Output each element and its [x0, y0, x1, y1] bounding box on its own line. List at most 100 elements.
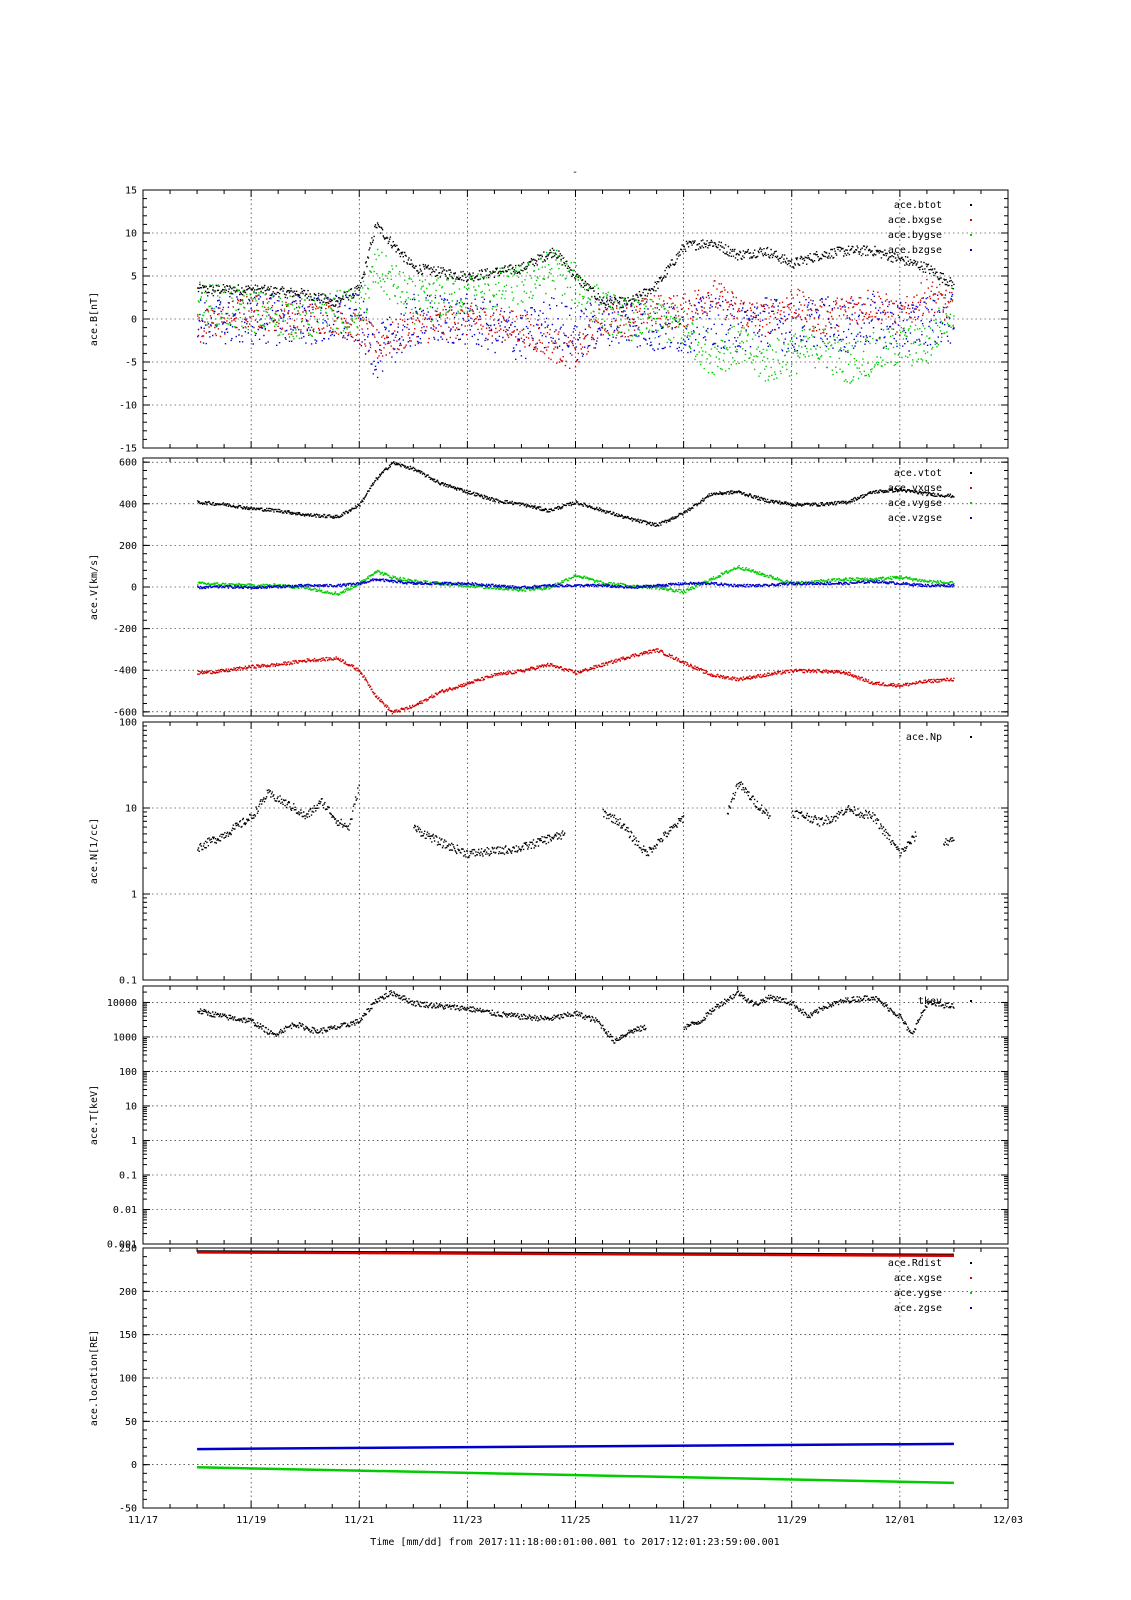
legend-label: ace.vzgse: [888, 513, 942, 524]
x-tick-label: 11/27: [669, 1515, 699, 1526]
y-tick-label: -50: [119, 1504, 137, 1515]
y-tick-label: 0.01: [113, 1205, 137, 1216]
y-tick-label: 100: [119, 1374, 137, 1385]
x-tick-label: 11/17: [128, 1515, 158, 1526]
series-line: [197, 1442, 954, 1451]
panel-frame: [142, 189, 1009, 449]
y-tick-label: 100: [119, 718, 137, 729]
y-tick-label: 0.1: [119, 1170, 137, 1181]
y-axis-label: ace.B[nT]: [89, 292, 100, 346]
y-tick-label: 0.1: [119, 976, 137, 987]
y-tick-label: 250: [119, 1244, 137, 1255]
legend-marker: [970, 517, 972, 519]
series-ace.xgse: [197, 1251, 954, 1258]
y-tick-label: -200: [113, 624, 137, 635]
y-tick-label: -600: [113, 707, 137, 718]
legend-marker: [970, 472, 972, 474]
x-tick-label: 11/19: [236, 1515, 266, 1526]
series-ace.vxgse: [197, 648, 955, 715]
legend-label: ace.vygse: [888, 498, 942, 509]
series-ace.vtot: [197, 461, 955, 527]
y-tick-label: 200: [119, 541, 137, 552]
legend-marker: [970, 1000, 972, 1002]
y-tick-label: 150: [119, 1330, 137, 1341]
panel-4: 10000 1000 100 10 1 0.1 0.01 0.001 ace.T[keV] tke…: [89, 985, 1009, 1251]
panel-frame: [142, 457, 1009, 717]
panel-frame: [142, 721, 1009, 981]
series-points: [197, 648, 955, 715]
legend-marker: [970, 487, 972, 489]
legend-label: ace.zgse: [894, 1303, 942, 1314]
y-tick-label: 1: [131, 890, 137, 901]
legend-marker: [970, 1262, 972, 1264]
series-points: [197, 990, 955, 1044]
y-axis-label: ace.N[1/cc]: [89, 818, 100, 884]
legend-marker: [970, 249, 972, 251]
y-tick-label: -400: [113, 666, 137, 677]
y-tick-label: 200: [119, 1287, 137, 1298]
y-tick-label: 0: [131, 583, 137, 594]
series-points: [197, 293, 955, 379]
y-axis-label: ace.T[keV]: [89, 1085, 100, 1145]
series-ace.Np: [197, 781, 955, 859]
panel-1: 15 10 5 0 -5 -10 -15 ace.B[nT] ace.btot ace.bxgse…: [89, 186, 1009, 455]
panel-3: 100 10 1 0.1 ace.N[1/cc] ace.Np: [89, 718, 1009, 987]
legend-label: ace.bygse: [888, 230, 942, 241]
panel-frame: [142, 985, 1009, 1245]
x-tick-label: 11/21: [344, 1515, 374, 1526]
y-tick-label: -15: [119, 444, 137, 455]
series-ace.bzgse: [197, 293, 955, 379]
y-tick-label: 10: [125, 229, 137, 240]
x-tick-label: 11/23: [452, 1515, 482, 1526]
legend-label: ace.xgse: [894, 1273, 942, 1284]
y-tick-label: -10: [119, 401, 137, 412]
y-axis-label: ace.location[RE]: [89, 1330, 100, 1426]
y-tick-label: 10: [125, 1101, 137, 1112]
y-tick-label: 0.001: [107, 1240, 137, 1251]
legend-marker: [970, 1277, 972, 1279]
series-line: [197, 1251, 954, 1258]
y-tick-label: -5: [125, 358, 137, 369]
y-tick-label: 0: [131, 1460, 137, 1471]
y-tick-label: 0: [131, 315, 137, 326]
legend-label: ace.bzgse: [888, 245, 942, 256]
x-tick-label: 12/03: [993, 1515, 1023, 1526]
panel-2: 600 400 200 0 -200 -400 -600 ace.V[km/s] ace.vto…: [89, 457, 1009, 718]
series-ace.vygse: [197, 565, 955, 596]
series-ace.zgse: [197, 1442, 954, 1451]
series-ace.ygse: [197, 1466, 954, 1485]
legend-label: ace.btot: [894, 200, 942, 211]
panel-5: 250 200 150 100 50 0 -50 ace.location[RE] ace.Rd…: [89, 1244, 1009, 1515]
x-tick-label: 11/29: [777, 1515, 807, 1526]
y-tick-label: 1000: [113, 1032, 137, 1043]
x-tick-label: 12/01: [885, 1515, 915, 1526]
legend-label: ace.vtot: [894, 468, 942, 479]
series-tkev: [197, 990, 955, 1044]
x-tick-label: 11/25: [560, 1515, 590, 1526]
series-line: [197, 1466, 954, 1485]
y-tick-label: 600: [119, 458, 137, 469]
y-tick-label: 50: [125, 1417, 137, 1428]
y-axis-label: ace.V[km/s]: [89, 554, 100, 620]
legend-marker: [970, 502, 972, 504]
y-tick-label: 15: [125, 186, 137, 197]
legend-label: ace.ygse: [894, 1288, 942, 1299]
legend-marker: [970, 219, 972, 221]
series-points: [197, 565, 955, 596]
x-tick-labels: 11/17 11/19 11/21 11/23 11/25 11/27 11/29 12/01…: [128, 1515, 1023, 1526]
panel-frame: [142, 1247, 1009, 1509]
legend-label: ace.bxgse: [888, 215, 942, 226]
legend-label: ace.vxgse: [888, 483, 942, 494]
series-points: [197, 461, 955, 527]
legend-label: ace.Rdist: [888, 1258, 942, 1269]
legend-label: tkev: [918, 996, 942, 1007]
y-tick-label: 1: [131, 1136, 137, 1147]
x-axis-label: Time [mm/dd] from 2017:11:18:00:01:00.00…: [370, 1537, 779, 1548]
legend-marker: [970, 1307, 972, 1309]
legend-marker: [970, 736, 972, 738]
y-tick-label: 5: [131, 272, 137, 283]
y-tick-label: 10: [125, 804, 137, 815]
page-title: -: [572, 167, 578, 178]
series-points: [197, 781, 955, 859]
